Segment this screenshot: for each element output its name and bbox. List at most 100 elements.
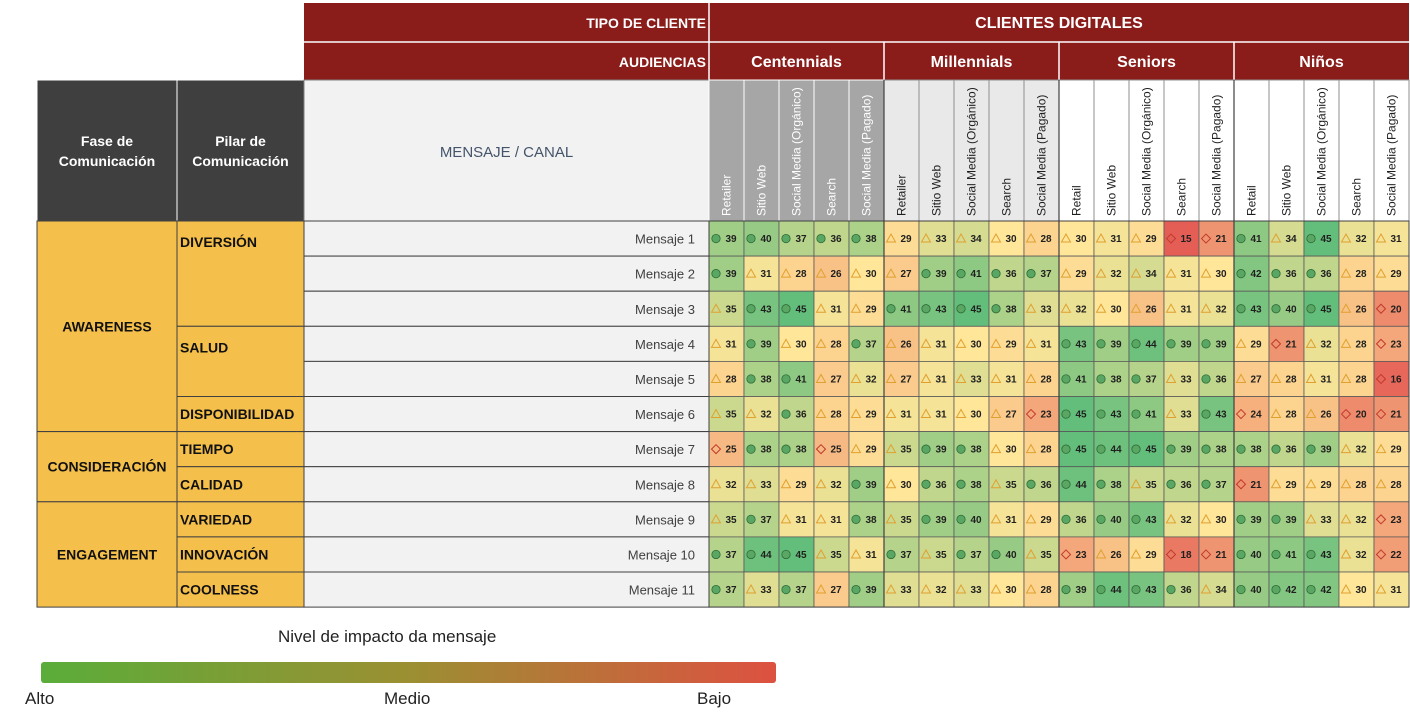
mid-impact-icon bbox=[850, 548, 862, 559]
high-impact-icon bbox=[1236, 514, 1246, 524]
value-label: 35 bbox=[900, 515, 912, 526]
heatmap-cell bbox=[883, 325, 920, 362]
channel-header-cell bbox=[743, 79, 780, 222]
high-impact-icon bbox=[711, 549, 721, 560]
high-impact-icon bbox=[1306, 584, 1316, 595]
mid-impact-icon bbox=[815, 408, 827, 419]
heatmap-cell bbox=[1023, 360, 1060, 397]
low-impact-icon bbox=[1200, 549, 1212, 560]
high-impact-icon bbox=[1096, 374, 1106, 384]
heatmap-cell bbox=[778, 255, 815, 292]
value-label: 23 bbox=[1390, 515, 1402, 526]
value-label: 21 bbox=[1285, 339, 1297, 350]
channel-label: Sitio Web bbox=[1105, 165, 1119, 216]
value-label: 37 bbox=[900, 550, 912, 561]
value-label: 39 bbox=[1180, 445, 1192, 456]
mid-impact-icon bbox=[885, 478, 897, 489]
channel-label: Retail bbox=[1245, 185, 1259, 216]
low-impact-icon bbox=[1235, 479, 1247, 490]
value-label: 28 bbox=[725, 374, 737, 385]
heatmap-cell bbox=[988, 431, 1025, 468]
message-label: Mensaje 1 bbox=[635, 232, 695, 247]
value-label: 37 bbox=[865, 339, 877, 350]
clientes-digitales-label: CLIENTES DIGITALES bbox=[975, 15, 1143, 32]
mid-impact-icon bbox=[815, 338, 827, 348]
mid-impact-icon bbox=[990, 478, 1002, 489]
value-label: 38 bbox=[970, 445, 982, 456]
mid-impact-icon bbox=[815, 303, 827, 313]
value-label: 41 bbox=[900, 304, 912, 315]
mid-impact-icon bbox=[885, 513, 897, 524]
low-impact-icon bbox=[815, 443, 827, 455]
mid-impact-icon bbox=[710, 408, 722, 419]
heatmap-cell bbox=[848, 431, 885, 468]
heatmap-cell bbox=[1338, 255, 1375, 292]
high-impact-icon bbox=[956, 479, 966, 489]
mid-impact-icon bbox=[780, 338, 792, 348]
high-impact-icon bbox=[1061, 409, 1071, 419]
value-label: 43 bbox=[1110, 410, 1122, 421]
value-label: 26 bbox=[830, 269, 842, 280]
high-impact-icon bbox=[1236, 549, 1246, 560]
value-label: 43 bbox=[760, 304, 772, 315]
value-label: 31 bbox=[830, 304, 842, 315]
heatmap-cell bbox=[883, 466, 920, 503]
mid-impact-icon bbox=[1305, 408, 1317, 419]
high-impact-icon bbox=[886, 549, 896, 560]
heatmap-cell bbox=[848, 360, 885, 397]
value-label: 36 bbox=[1180, 480, 1192, 491]
heatmap-cell bbox=[1338, 431, 1375, 468]
value-label: 20 bbox=[1390, 304, 1402, 315]
high-impact-icon bbox=[1096, 514, 1106, 524]
heatmap-cell bbox=[1338, 536, 1375, 573]
mid-impact-icon bbox=[990, 513, 1002, 524]
high-impact-icon bbox=[921, 514, 931, 524]
mid-impact-icon bbox=[1165, 408, 1177, 419]
heatmap-cell bbox=[918, 571, 955, 608]
value-label: 37 bbox=[1040, 269, 1052, 280]
mid-impact-icon bbox=[955, 233, 967, 243]
value-label: 32 bbox=[1355, 445, 1367, 456]
high-impact-icon bbox=[851, 339, 861, 349]
value-label: 37 bbox=[1215, 480, 1227, 491]
mid-impact-icon bbox=[885, 443, 897, 454]
high-impact-icon bbox=[1201, 339, 1211, 349]
value-label: 38 bbox=[865, 515, 877, 526]
high-impact-icon bbox=[921, 444, 931, 454]
high-impact-icon bbox=[851, 514, 861, 524]
value-label: 32 bbox=[935, 585, 947, 596]
value-label: 22 bbox=[1390, 550, 1402, 561]
heatmap-cell bbox=[1303, 360, 1340, 397]
mid-impact-icon bbox=[815, 548, 827, 559]
heatmap-cell bbox=[813, 360, 850, 397]
heatmap-cell bbox=[1093, 536, 1130, 573]
high-impact-icon bbox=[746, 233, 756, 244]
value-label: 34 bbox=[1285, 234, 1297, 245]
value-label: 31 bbox=[900, 410, 912, 421]
value-label: 39 bbox=[1320, 445, 1332, 456]
value-label: 32 bbox=[1355, 234, 1367, 245]
heatmap-cell bbox=[918, 360, 955, 397]
heatmap-cell bbox=[1338, 466, 1375, 503]
value-label: 30 bbox=[1355, 585, 1367, 596]
value-label: 29 bbox=[865, 445, 877, 456]
channel-header-cell bbox=[1198, 79, 1235, 222]
heatmap-cell bbox=[1023, 501, 1060, 538]
high-impact-icon bbox=[711, 269, 721, 279]
mid-impact-icon bbox=[1060, 233, 1072, 243]
heatmap-cell bbox=[1058, 290, 1095, 327]
heatmap-cell bbox=[953, 325, 990, 362]
mid-impact-icon bbox=[885, 338, 897, 348]
pillar-cell bbox=[176, 325, 305, 397]
heatmap-cell bbox=[813, 466, 850, 503]
heatmap-cell bbox=[743, 536, 780, 573]
high-impact-icon bbox=[921, 304, 931, 314]
high-impact-icon bbox=[1271, 584, 1281, 595]
value-label: 45 bbox=[1075, 410, 1087, 421]
pillar-cell bbox=[176, 466, 305, 503]
heatmap-cell bbox=[988, 501, 1025, 538]
value-label: 36 bbox=[1285, 269, 1297, 280]
value-label: 31 bbox=[1180, 304, 1192, 315]
channel-header-cell bbox=[1303, 79, 1340, 222]
value-label: 36 bbox=[795, 410, 807, 421]
